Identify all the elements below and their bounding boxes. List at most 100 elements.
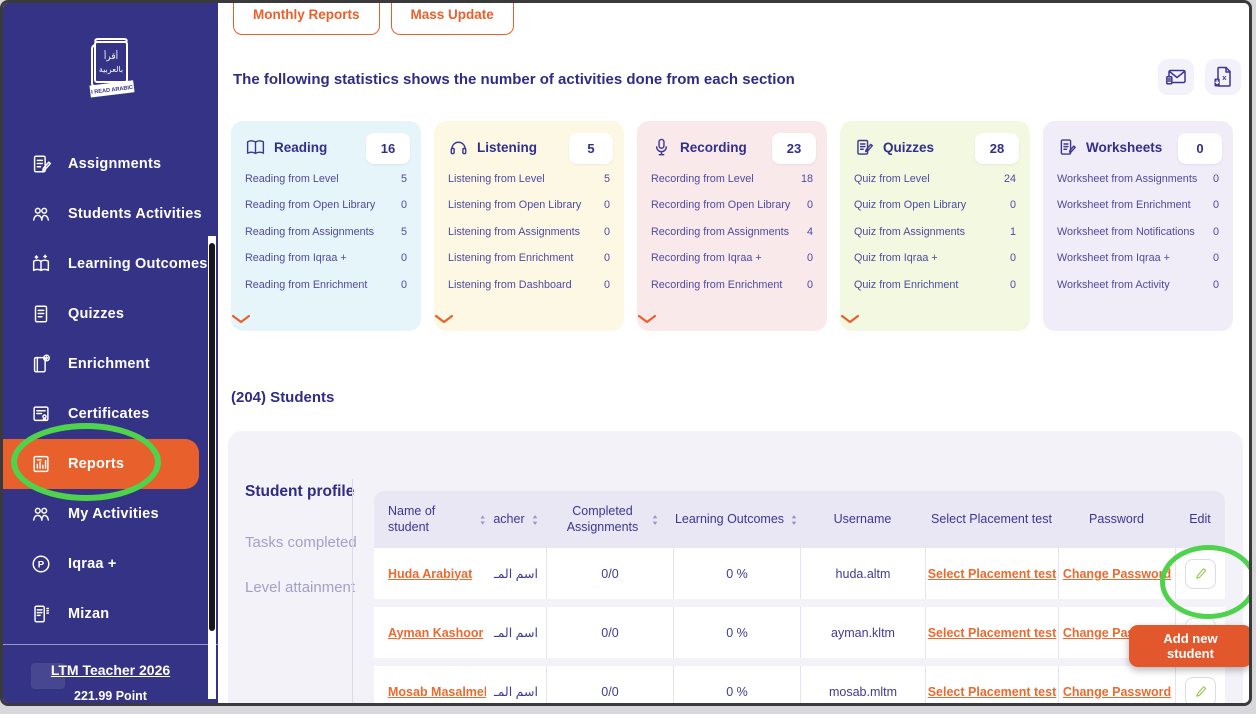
monthly-reports-button[interactable]: Monthly Reports [233, 3, 380, 35]
microphone-icon [651, 137, 672, 158]
stat-label: Recording from Iqraa + [651, 252, 762, 264]
stat-label: Worksheet from Activity [1057, 278, 1170, 291]
edit-student-button[interactable] [1185, 558, 1216, 589]
card-expand-chevron[interactable] [637, 314, 827, 324]
col-header-placement: Select Placement test [925, 491, 1058, 548]
select-placement-link[interactable]: Select Placement test [927, 684, 1057, 699]
stat-label: Reading from Iqraa + [245, 252, 347, 264]
tab-tasks-completed[interactable]: Tasks completed [245, 534, 357, 551]
add-new-student-button[interactable]: Add new student [1129, 625, 1249, 667]
completed-cell: 0/0 [546, 607, 673, 658]
sidebar-item-label: Iqraa + [68, 556, 117, 572]
email-report-button[interactable] [1158, 59, 1194, 95]
col-header-label: Username [833, 511, 892, 526]
mass-update-button[interactable]: Mass Update [390, 3, 514, 35]
stat-value: 18 [800, 172, 813, 185]
certificates-icon [29, 402, 53, 426]
stat-value: 0 [1212, 252, 1219, 264]
chevron-down-icon [231, 314, 251, 324]
col-header-label: acher [493, 511, 525, 526]
sort-icon [652, 514, 657, 525]
stat-label: Listening from Dashboard [448, 278, 572, 291]
stat-value: 0 [806, 252, 813, 264]
change-password-link[interactable]: Change Password [1062, 566, 1172, 581]
sidebar-item-iqraa-plus[interactable]: P Iqraa + [3, 539, 218, 589]
select-placement-link[interactable]: Select Placement test [927, 566, 1057, 581]
sidebar-item-reports[interactable]: Reports [3, 439, 199, 489]
student-name-link[interactable]: Mosab Masalmeh [388, 684, 486, 699]
stat-cards: Reading 16 Reading from Level 5 Reading f… [231, 121, 1233, 331]
sidebar-item-label: Enrichment [68, 356, 150, 372]
card-expand-chevron[interactable] [840, 314, 1030, 324]
col-header-completed-assignments[interactable]: Completed Assignments [546, 491, 673, 548]
sidebar-menu: Assignments Students Activities Learning… [3, 139, 218, 639]
sidebar-item-students-activities[interactable]: Students Activities [3, 189, 218, 239]
outcomes-cell: 0 % [673, 666, 800, 703]
sidebar-item-assignments[interactable]: Assignments [3, 139, 218, 189]
card-title: Listening [477, 140, 537, 155]
pencil-icon [1195, 567, 1206, 579]
card-expand-chevron[interactable] [434, 314, 624, 324]
stat-label: Worksheet from Iqraa + [1057, 252, 1170, 264]
select-placement-link[interactable]: Select Placement test [927, 625, 1057, 640]
stat-label: Listening from Open Library [448, 199, 582, 211]
assignments-icon [29, 152, 53, 176]
student-name-link[interactable]: Ayman Kashoor [388, 625, 484, 640]
card-total: 5 [569, 133, 613, 164]
sidebar-item-learning-outcomes[interactable]: Learning Outcomes [3, 239, 218, 289]
edit-student-button[interactable] [1185, 676, 1216, 703]
chevron-down-icon [637, 314, 657, 324]
sidebar-item-quizzes[interactable]: Quizzes [3, 289, 218, 339]
sidebar-item-mizan[interactable]: Mizan [3, 589, 218, 639]
stat-label: Listening from Level [448, 172, 545, 185]
export-actions: x [1158, 59, 1241, 95]
email-report-icon [1166, 69, 1186, 85]
stat-value: 4 [806, 225, 813, 238]
stat-label: Recording from Enrichment [651, 278, 783, 291]
table-row: Mosab Masalmeh اسم المـ 0/0 0 % mosab.ml… [374, 666, 1225, 703]
tab-student-profile[interactable]: Student profile [245, 483, 355, 500]
card-expand-chevron[interactable] [231, 314, 421, 324]
students-activities-icon [29, 202, 53, 226]
sidebar-item-label: Reports [68, 456, 125, 472]
stat-value: 0 [806, 199, 813, 211]
stat-label: Reading from Level [245, 172, 339, 185]
col-header-label: Completed Assignments [566, 503, 639, 534]
stat-label: Recording from Assignments [651, 225, 790, 238]
tab-level-attainment[interactable]: Level attainment [245, 579, 356, 596]
stat-value: 0 [400, 278, 407, 291]
col-header-learning-outcomes[interactable]: Learning Outcomes [673, 491, 800, 548]
sidebar: أقرأ بالعربية I READ ARABIC Assignments [3, 3, 218, 703]
stat-value: 0 [1212, 225, 1219, 238]
table-row: Ayman Kashoor اسم المـ 0/0 0 % ayman.klt… [374, 607, 1225, 658]
chevron-down-icon [434, 314, 454, 324]
excel-export-button[interactable]: x [1205, 59, 1241, 95]
reports-icon [29, 452, 53, 476]
stat-label: Worksheet from Assignments [1057, 172, 1198, 185]
svg-text:بالعربية: بالعربية [98, 65, 122, 74]
sidebar-item-label: Students Activities [68, 206, 202, 222]
sort-icon [532, 514, 538, 525]
change-password-link[interactable]: Change Password [1062, 684, 1172, 699]
stat-value: 0 [603, 225, 610, 238]
sidebar-item-enrichment[interactable]: Enrichment [3, 339, 218, 389]
student-name-link[interactable]: Huda Arabiyat [388, 566, 473, 581]
app-logo[interactable]: أقرأ بالعربية I READ ARABIC [3, 3, 218, 111]
card-title: Reading [274, 140, 328, 155]
sidebar-item-label: Certificates [68, 406, 150, 422]
teacher-cell: اسم المـ [494, 685, 538, 699]
col-header-password: Password [1058, 491, 1175, 548]
svg-text:أقرأ: أقرأ [103, 50, 117, 62]
sidebar-item-certificates[interactable]: Certificates [3, 389, 218, 439]
card-total: 0 [1178, 133, 1222, 164]
sidebar-scrollbar-thumb[interactable] [209, 243, 215, 631]
my-activities-icon [29, 502, 53, 526]
user-name-link[interactable]: LTM Teacher 2026 [50, 662, 171, 678]
col-header-edit: Edit [1175, 491, 1225, 548]
col-header-name[interactable]: Name of student [374, 491, 486, 548]
col-header-teacher[interactable]: acher [486, 491, 546, 548]
mizan-icon [29, 602, 53, 626]
sidebar-item-my-activities[interactable]: My Activities [3, 489, 218, 539]
stat-value: 0 [603, 199, 610, 211]
card-total: 23 [772, 133, 816, 164]
